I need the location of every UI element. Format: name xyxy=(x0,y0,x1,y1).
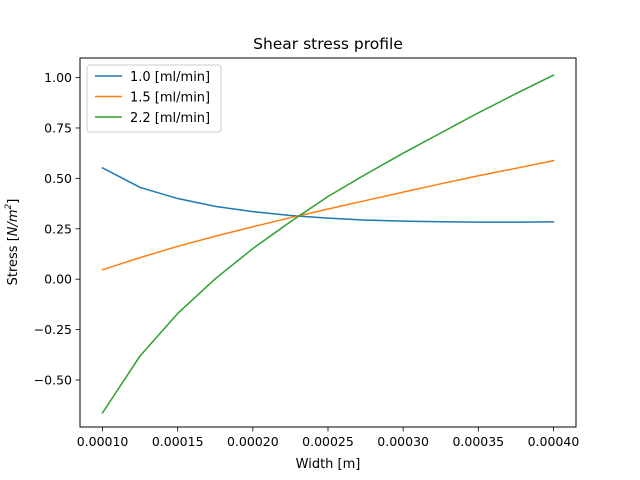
legend-label-3: 2.2 [ml/min] xyxy=(130,111,210,126)
series-line-1 xyxy=(101,166,555,223)
legend-label-1: 1.0 [ml/min] xyxy=(130,70,210,85)
y-tick-label: −0.50 xyxy=(34,373,72,388)
x-tick-label: 0.00020 xyxy=(227,434,279,449)
series-line-3 xyxy=(101,74,555,414)
x-tick-label: 0.00010 xyxy=(77,434,129,449)
x-tick-label: 0.00040 xyxy=(528,434,580,449)
x-axis-ticks: 0.00010 0.00015 0.00020 0.00025 0.00030 0.000… xyxy=(77,427,580,449)
x-tick-label: 0.00035 xyxy=(452,434,504,449)
y-axis-label-unit-exponent: 2 xyxy=(4,203,14,209)
y-axis-label-prefix: Stress [ xyxy=(6,236,21,285)
legend: 1.0 [ml/min] 1.5 [ml/min] 2.2 [ml/min] xyxy=(86,64,222,133)
y-tick-label: 0.50 xyxy=(44,171,72,186)
legend-items: 1.0 [ml/min] 1.5 [ml/min] 2.2 [ml/min] xyxy=(95,70,210,126)
legend-label-2: 1.5 [ml/min] xyxy=(130,91,210,106)
series-line-2 xyxy=(101,159,555,271)
x-axis-label: Width [m] xyxy=(296,457,361,472)
y-axis-label-unit: N/m xyxy=(6,209,21,236)
legend-box xyxy=(86,64,222,133)
y-tick-label: 1.00 xyxy=(44,70,72,85)
y-axis-label: Stress [N/m2] xyxy=(4,199,21,286)
y-axis-label-suffix: ] xyxy=(6,199,21,204)
y-tick-label: 0.75 xyxy=(44,120,72,135)
plot-area-frame xyxy=(79,57,577,428)
x-tick-label: 0.00030 xyxy=(377,434,429,449)
y-tick-label: −0.25 xyxy=(34,322,72,337)
y-axis-ticks: −0.50 −0.25 0.00 0.25 0.50 0.75 1.00 xyxy=(34,70,80,388)
x-tick-label: 0.00025 xyxy=(302,434,354,449)
x-tick-label: 0.00015 xyxy=(152,434,204,449)
y-tick-label: 0.00 xyxy=(44,272,72,287)
series-layer xyxy=(101,74,555,414)
y-tick-label: 0.25 xyxy=(44,221,72,236)
chart-title: Shear stress profile xyxy=(253,35,403,53)
